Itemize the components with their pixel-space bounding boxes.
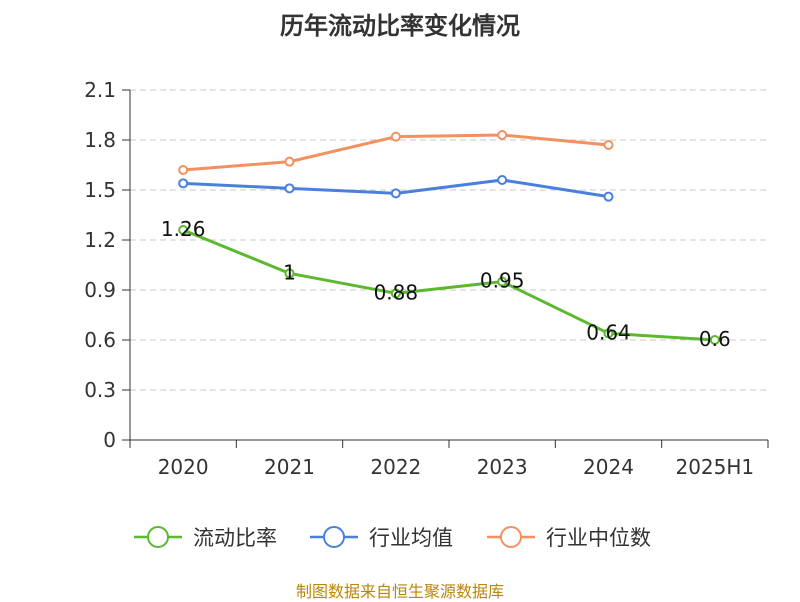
data-point-series-1 bbox=[178, 225, 189, 235]
y-tick-label: 0.9 bbox=[84, 278, 116, 302]
data-point-series-1 bbox=[603, 328, 614, 339]
x-tick-label: 2022 bbox=[370, 455, 421, 479]
y-tick-label: 0 bbox=[103, 428, 116, 452]
data-point-series-1 bbox=[284, 268, 295, 279]
data-point-series-2 bbox=[284, 183, 295, 194]
data-point-series-1 bbox=[390, 288, 401, 299]
x-tick-label: 2021 bbox=[264, 455, 315, 479]
chart-title: 历年流动比率变化情况 bbox=[280, 12, 520, 40]
y-tick-label: 2.1 bbox=[84, 78, 116, 102]
source-note: 制图数据来自恒生聚源数据库 bbox=[295, 582, 504, 601]
data-point-series-2 bbox=[603, 191, 614, 202]
data-label: 0.95 bbox=[480, 269, 525, 293]
legend-marker-2 bbox=[323, 526, 345, 548]
data-point-series-1 bbox=[497, 276, 508, 287]
data-point-series-1 bbox=[709, 335, 720, 345]
legend-label-2: 行业均值 bbox=[369, 526, 453, 550]
data-point-series-2 bbox=[178, 178, 189, 189]
data-label: 1.26 bbox=[161, 217, 206, 241]
x-tick-label: 2020 bbox=[158, 455, 209, 479]
legend-label-1: 流动比率 bbox=[193, 526, 277, 550]
x-tick-label: 2025H1 bbox=[675, 455, 754, 479]
data-label: 1 bbox=[283, 260, 296, 284]
series-line-1 bbox=[182, 228, 715, 342]
data-point-series-2 bbox=[390, 188, 401, 199]
x-tick-label: 2023 bbox=[477, 455, 528, 479]
x-tick-label: 2024 bbox=[583, 455, 634, 479]
data-label: 0.88 bbox=[374, 280, 419, 304]
data-point-series-3 bbox=[178, 165, 189, 175]
data-point-series-3 bbox=[284, 156, 295, 167]
data-point-series-2 bbox=[497, 175, 508, 185]
legend-label-3: 行业中位数 bbox=[546, 526, 651, 550]
y-tick-label: 1.8 bbox=[84, 128, 116, 152]
legend-marker-3 bbox=[500, 526, 522, 548]
data-point-series-3 bbox=[497, 130, 508, 140]
y-tick-label: 0.3 bbox=[84, 378, 116, 402]
y-tick-label: 1.2 bbox=[84, 228, 116, 252]
data-label: 0.64 bbox=[586, 320, 631, 344]
data-point-series-3 bbox=[390, 131, 401, 142]
legend-marker-1 bbox=[147, 526, 169, 548]
data-label: 0.6 bbox=[699, 327, 731, 351]
data-point-series-3 bbox=[603, 140, 614, 150]
y-tick-label: 1.5 bbox=[84, 178, 116, 202]
y-tick-label: 0.6 bbox=[84, 328, 116, 352]
